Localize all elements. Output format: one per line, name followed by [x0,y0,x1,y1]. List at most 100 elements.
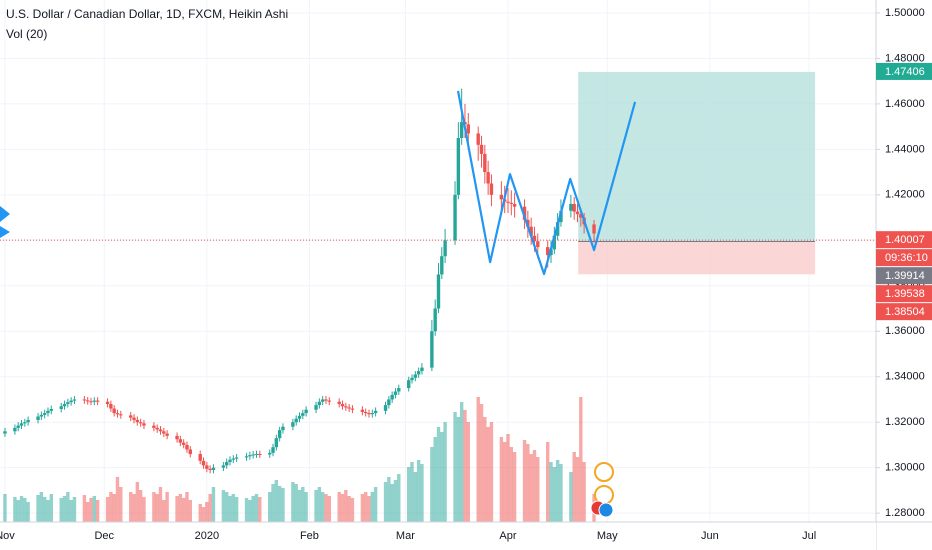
candle-body [258,454,262,456]
candle-body [453,194,457,241]
volume-bar [271,484,275,522]
volume-bar [301,487,305,522]
candle-body [138,422,143,424]
candle-body [555,222,560,236]
candle-body [142,423,146,426]
candle-body [536,241,540,248]
volume-bar [132,494,136,522]
volume-bar [459,402,464,522]
volume-bar [407,467,411,522]
candle-body [69,400,73,403]
volume-bar [453,412,457,522]
candle-body [16,425,20,428]
candle-body [506,201,510,203]
volume-bar [529,454,533,522]
volume-bar [440,432,444,522]
candle-body [324,399,328,401]
volume-bar [360,494,365,522]
candle-body [62,404,67,407]
candle-body [115,413,120,415]
candle-body [175,435,179,440]
price-label-bg [876,303,932,321]
candle-body [165,433,169,436]
volume-bar [62,496,67,522]
candle-body [297,415,302,419]
volume-bar [72,497,77,522]
volume-bar [135,482,140,522]
candle-body [337,401,341,405]
volume-bar [211,487,216,522]
volume-bar [373,487,378,522]
volume-bar [420,464,424,522]
candle-body [499,194,504,200]
volume-bar [59,498,63,522]
candle-body [248,455,252,457]
volume-bar [26,502,30,522]
candle-body [59,406,63,410]
candle-body [476,133,480,145]
candle-body [244,456,249,458]
candle-body [416,371,421,375]
price-label: 1.40007 [885,234,925,246]
price-label: 1.38504 [885,306,925,318]
volume-bar [138,490,143,522]
x-tick-label: Jul [802,530,816,542]
y-tick-label: 1.30000 [885,462,925,474]
volume-bar [476,397,480,522]
volume-bar [66,492,70,522]
x-tick-label: Feb [300,530,319,542]
volume-pane [3,397,596,522]
volume-bar [158,487,163,522]
y-tick-label: 1.50000 [885,7,925,19]
volume-bar [549,462,553,522]
volume-bar [19,496,24,522]
y-tick-label: 1.28000 [885,507,925,519]
candle-body [466,124,470,134]
volume-bar [105,497,110,522]
volume-bar [430,447,434,522]
price-label: 1.39538 [885,288,925,300]
volume-bar [463,410,467,522]
candle-body [185,444,189,450]
volume-bar [224,492,229,522]
volume-bar [95,500,100,522]
profit-zone [578,71,816,242]
candle-body [340,404,345,407]
candle-body [370,413,375,415]
candle-body [294,418,298,423]
volume-bar [536,457,540,522]
volume-bar [69,500,73,522]
candle-body [251,454,255,456]
volume-bar [221,490,226,522]
volume-bar [178,494,183,522]
volume-bar [231,494,236,522]
candle-body [152,425,156,428]
volume-bar [569,472,573,522]
volume-bar [23,498,27,522]
event-icons [590,462,614,518]
volume-bar [175,496,179,522]
candle-body [344,406,348,408]
volume-bar [499,437,504,522]
volume-bar [119,487,123,522]
y-tick-label: 1.42000 [885,189,925,201]
y-tick-label: 1.46000 [885,98,925,110]
candle-body [39,414,44,417]
volume-bar [347,496,351,522]
candle-body [483,153,487,173]
volume-bar [526,444,530,522]
candle-body [254,454,259,456]
candle-body [268,452,272,455]
volume-bar [410,462,414,522]
volume-bar [397,474,401,522]
x-tick-label: Dec [94,530,114,542]
candle-body [350,408,355,410]
volume-bar [294,484,298,522]
candle-body [440,256,444,275]
volume-bar [162,500,166,522]
volume-bar [559,464,563,522]
volume-bar [502,442,507,522]
volume-bar [277,486,282,522]
candle-body [281,426,285,431]
axes-labels: 1.280001.300001.320001.340001.360001.380… [0,7,932,542]
